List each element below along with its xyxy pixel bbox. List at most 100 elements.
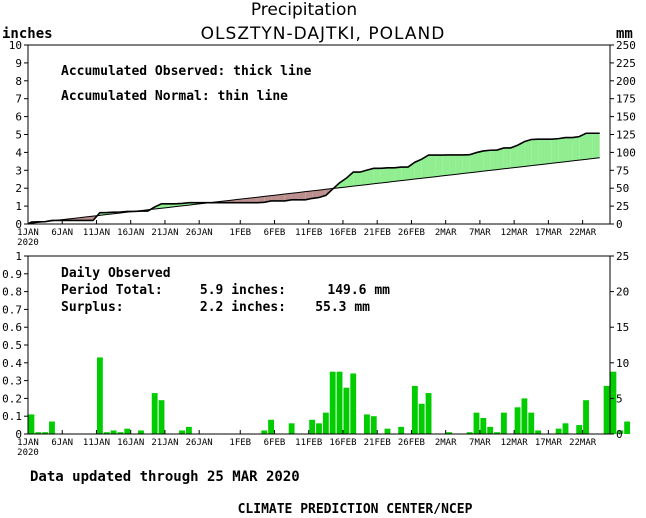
top-xtick-label-1: 6JAN: [51, 228, 73, 238]
daily-bar-77: [555, 428, 562, 434]
bottom-left-ytick-0.6: 0.6: [2, 321, 22, 334]
daily-bar-34: [261, 430, 268, 434]
surplus-area-57: [414, 159, 422, 180]
top-right-ytick-75: 75: [616, 164, 629, 177]
normal-legend-text: Accumulated Normal: thin line: [61, 89, 288, 104]
daily-bar-52: [384, 428, 391, 434]
daily-bar-56: [411, 385, 418, 434]
top-xtick-label-10: 21FEB: [364, 228, 391, 238]
bottom-left-ytick-0.8: 0.8: [2, 286, 22, 299]
top-xtick-label-0: 1JAN: [17, 228, 39, 238]
top-left-ytick-7: 7: [15, 93, 22, 106]
top-xtick-label-3: 16JAN: [117, 228, 144, 238]
daily-bar-14: [124, 428, 131, 434]
top-left-ytick-2: 2: [15, 182, 22, 195]
bottom-right-ytick-25: 25: [616, 250, 629, 263]
daily-bar-54: [398, 426, 405, 434]
surplus-area-70: [503, 147, 511, 169]
top-right-ytick-100: 100: [616, 146, 636, 159]
chart-title: Precipitation: [251, 0, 357, 20]
top-right-ytick-25: 25: [616, 200, 629, 213]
daily-bar-81: [583, 400, 589, 434]
top-left-ytick-4: 4: [15, 146, 22, 159]
surplus-area-77: [551, 138, 559, 164]
top-xtick-label-8: 11FEB: [295, 228, 322, 238]
daily-bar-44: [329, 371, 336, 434]
top-xtick-label-4: 21JAN: [151, 228, 178, 238]
top-xtick-label-14: 12MAR: [501, 228, 529, 238]
daily-bar-73: [528, 412, 535, 434]
surplus-area-49: [360, 170, 367, 186]
daily-bar-57: [418, 403, 425, 434]
bottom-xtick-label-13: 7MAR: [469, 438, 491, 448]
daily-bar-12: [110, 430, 117, 434]
surplus-area-65: [469, 152, 477, 173]
surplus-area-72: [517, 141, 525, 168]
deficit-area-40: [298, 191, 306, 200]
surplus-area-66: [476, 150, 484, 172]
period-total-label: Period Total:: [61, 283, 163, 298]
top-left-ytick-6: 6: [15, 111, 22, 124]
daily-bar-11: [103, 432, 110, 434]
top-right-ytick-150: 150: [616, 111, 636, 124]
bottom-xtick-label-5: 26JAN: [186, 438, 213, 448]
daily-bar-41: [309, 419, 316, 434]
daily-bar-45: [336, 371, 343, 434]
top-left-ytick-8: 8: [15, 75, 22, 88]
top-xtick-label-2: 11JAN: [83, 228, 110, 238]
surplus-area-82: [586, 133, 593, 160]
top-left-ytick-5: 5: [15, 129, 22, 142]
surplus-area-55: [401, 167, 409, 181]
daily-bar-49: [364, 414, 370, 434]
top-xtick-label-13: 7MAR: [469, 228, 491, 238]
top-left-ytick-0: 0: [15, 218, 22, 231]
normal-accumulation-line: [27, 157, 600, 225]
daily-bar-61: [446, 432, 453, 434]
top-right-ytick-50: 50: [616, 182, 629, 195]
daily-bar-18: [151, 393, 158, 434]
daily-bar-87: [624, 421, 631, 434]
bottom-xtick-label-14: 12MAR: [501, 438, 529, 448]
top-right-ytick-250: 250: [616, 39, 636, 52]
bottom-right-ytick-10: 10: [616, 357, 629, 370]
bottom-left-ytick-0.5: 0.5: [2, 339, 22, 352]
bottom-left-ytick-0.2: 0.2: [2, 392, 22, 405]
daily-bar-78: [562, 423, 569, 434]
daily-bar-64: [466, 432, 473, 434]
deficit-area-36: [271, 194, 278, 201]
surplus-area-46: [339, 178, 347, 188]
daily-bar-42: [316, 423, 322, 434]
top-right-ytick-175: 175: [616, 93, 636, 106]
accumulation-lines-layer: [27, 132, 600, 225]
deficit-area-41: [305, 190, 313, 200]
deficit-area-42: [312, 190, 319, 199]
deficit-area-38: [284, 193, 292, 201]
bottom-left-ytick-0.7: 0.7: [2, 303, 22, 316]
bottom-xtick-label-4: 21JAN: [151, 438, 178, 448]
observed-accumulation-line: [27, 132, 600, 225]
top-left-ytick-1: 1: [15, 200, 22, 213]
bottom-left-ytick-0: 0: [15, 428, 22, 441]
top-xtick-label-16: 22MAR: [569, 228, 597, 238]
deficit-area-37: [277, 194, 285, 201]
bottom-left-ytick-0.3: 0.3: [2, 375, 22, 388]
station-title: OLSZTYN-DAJTKI, POLAND: [201, 24, 446, 44]
daily-bar-69: [500, 412, 507, 434]
surplus-area-64: [462, 154, 470, 174]
bottom-xtick-label-0: 1JAN: [17, 438, 39, 448]
daily-bar-68: [494, 432, 500, 434]
surplus-area-54: [394, 167, 402, 182]
top-xtick-label-7: 6FEB: [264, 228, 286, 238]
surplus-area-62: [449, 154, 456, 176]
bottom-right-ytick-0: 0: [616, 428, 623, 441]
deficit-area-33: [250, 197, 258, 203]
bottom-xtick-label-1: 6JAN: [51, 438, 73, 448]
daily-bar-0: [28, 414, 35, 434]
daily-bar-3: [49, 421, 55, 434]
top-right-ytick-0: 0: [616, 218, 623, 231]
daily-bar-2: [42, 432, 49, 434]
daily-bar-58: [425, 393, 432, 434]
daily-bar-50: [370, 416, 377, 434]
top-right-ytick-200: 200: [616, 75, 636, 88]
top-left-ytick-10: 10: [9, 39, 22, 52]
